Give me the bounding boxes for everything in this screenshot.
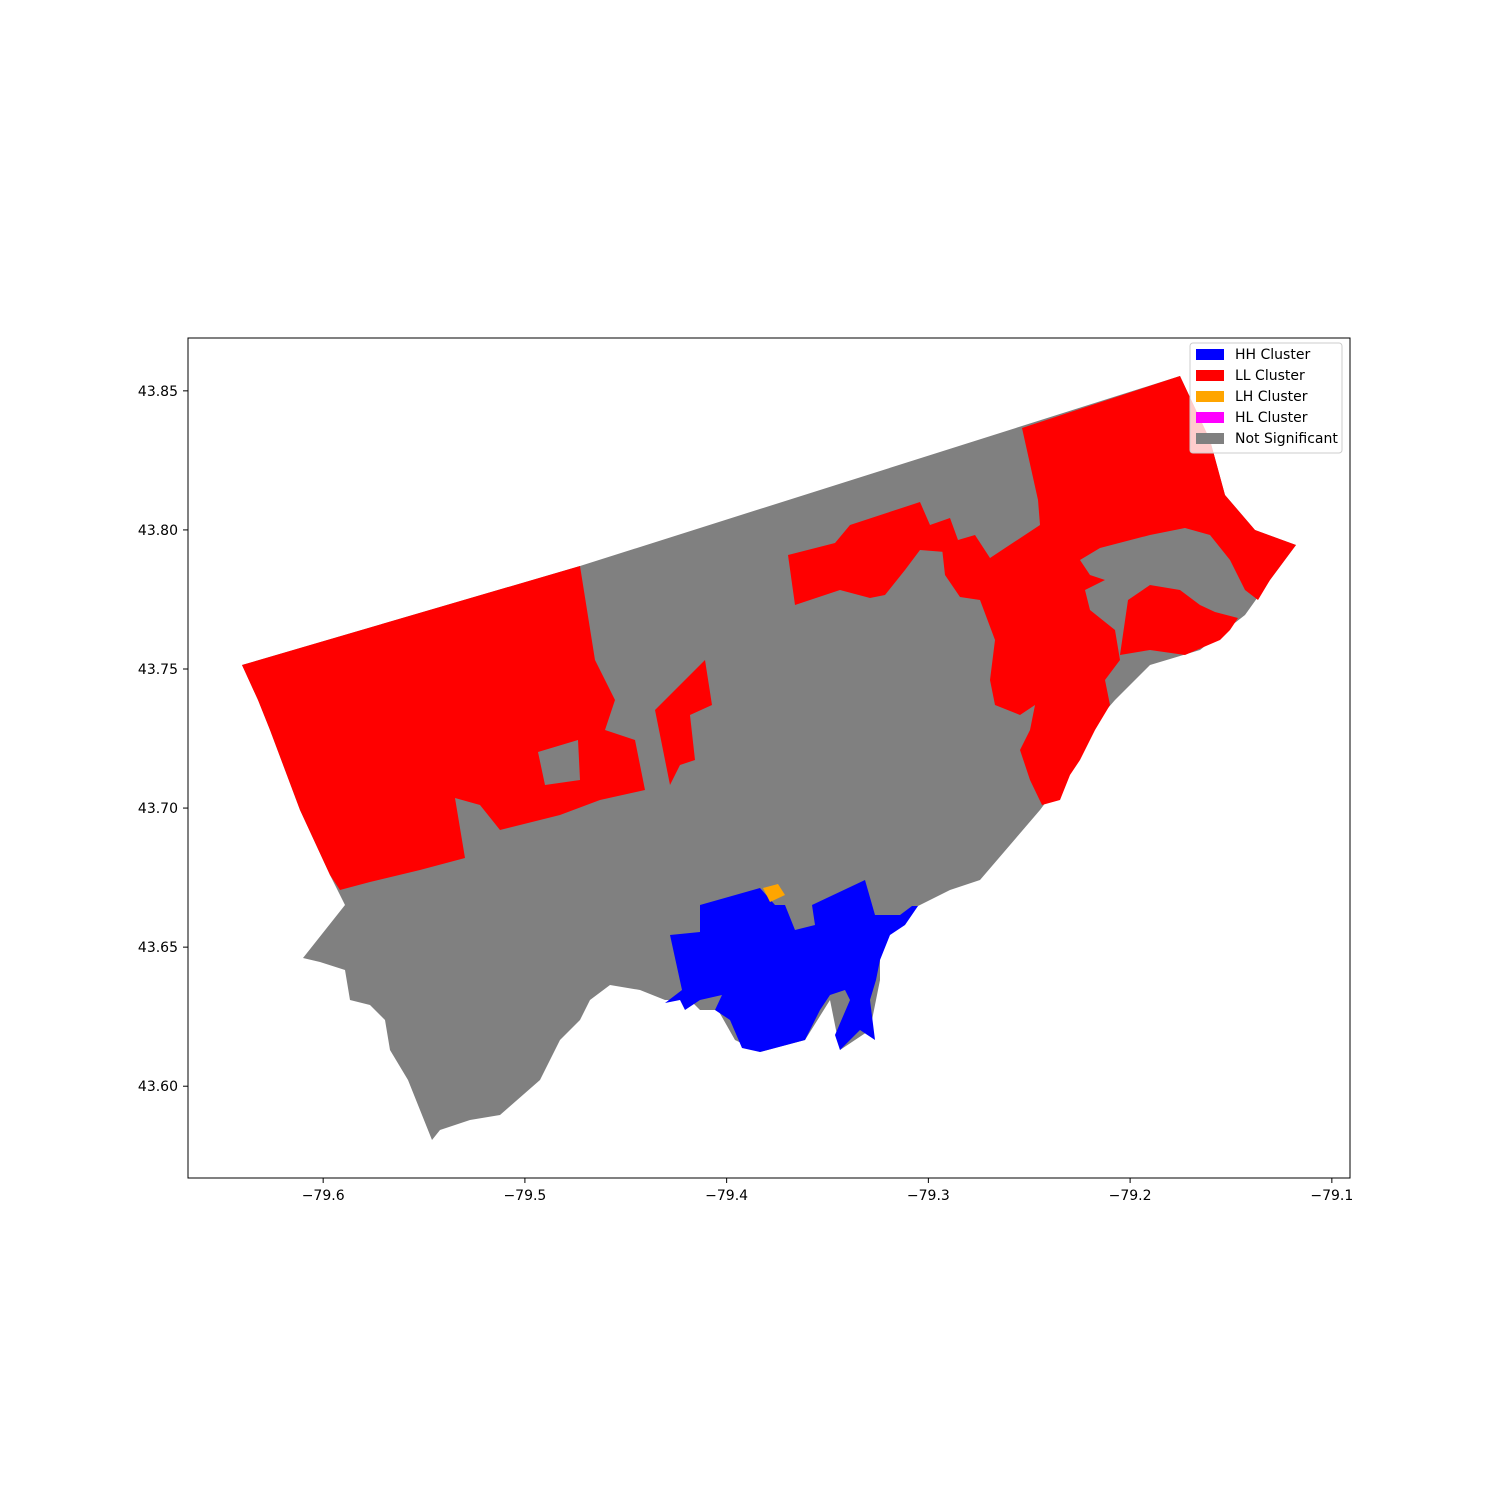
legend-label: LL Cluster bbox=[1235, 368, 1305, 384]
legend-label: Not Significant bbox=[1235, 431, 1338, 447]
x-axis-ticks: −79.6 −79.5 −79.4 −79.3 −79.2 −79.1 bbox=[302, 1178, 1353, 1204]
y-tick-label: 43.70 bbox=[138, 801, 178, 817]
x-tick-label: −79.5 bbox=[503, 1188, 546, 1204]
region-ll-east-pocket bbox=[1120, 585, 1238, 655]
legend-label: HH Cluster bbox=[1235, 347, 1310, 363]
y-tick-label: 43.65 bbox=[138, 940, 178, 956]
x-tick-label: −79.2 bbox=[1109, 1188, 1152, 1204]
legend-swatch bbox=[1196, 349, 1224, 360]
y-tick-label: 43.85 bbox=[138, 384, 178, 400]
legend-label: LH Cluster bbox=[1235, 389, 1308, 405]
y-axis-ticks: 43.60 43.65 43.70 43.75 43.80 43.85 bbox=[138, 384, 188, 1095]
legend-swatch bbox=[1196, 433, 1224, 444]
legend-items: HH Cluster LL Cluster LH Cluster HL Cluster… bbox=[1196, 347, 1338, 447]
legend: HH Cluster LL Cluster LH Cluster HL Cluster… bbox=[1189, 342, 1343, 454]
region-ll-northwest bbox=[242, 566, 645, 890]
x-tick-label: −79.1 bbox=[1310, 1188, 1353, 1204]
y-tick-label: 43.80 bbox=[138, 523, 178, 539]
region-lh-cluster bbox=[763, 884, 785, 902]
x-tick-label: −79.3 bbox=[907, 1188, 950, 1204]
axes-frame bbox=[187, 337, 1351, 1179]
legend-frame bbox=[1189, 342, 1343, 454]
x-tick-label: −79.6 bbox=[302, 1188, 345, 1204]
y-tick-label: 43.60 bbox=[138, 1079, 178, 1095]
y-tick-label: 43.75 bbox=[138, 662, 178, 678]
region-not-significant-inner bbox=[538, 740, 580, 785]
legend-label: HL Cluster bbox=[1235, 410, 1308, 426]
map-regions bbox=[242, 376, 1296, 1140]
legend-swatch bbox=[1196, 370, 1224, 381]
region-hh-downtown bbox=[665, 880, 918, 1052]
region-ll-northeast bbox=[942, 376, 1296, 805]
x-tick-label: −79.4 bbox=[705, 1188, 748, 1204]
region-ll-central bbox=[655, 660, 712, 785]
legend-swatch bbox=[1196, 391, 1224, 402]
legend-swatch bbox=[1196, 412, 1224, 423]
region-ll-north-central bbox=[788, 502, 958, 605]
